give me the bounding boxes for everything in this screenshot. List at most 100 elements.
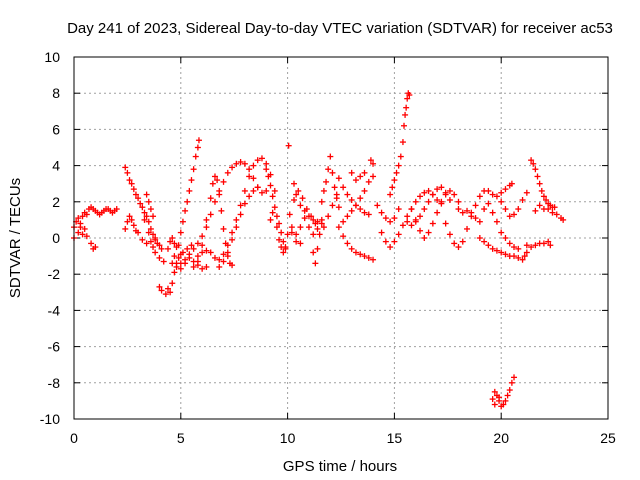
data-point (173, 263, 180, 270)
data-point (511, 253, 518, 260)
data-point (532, 242, 539, 249)
data-point (79, 231, 86, 238)
data-point (246, 193, 253, 200)
data-point (199, 242, 206, 249)
data-point (233, 224, 240, 231)
data-point (323, 178, 330, 185)
data-point (404, 213, 411, 220)
data-point (361, 169, 368, 176)
data-point (540, 240, 547, 247)
data-point (523, 189, 530, 196)
data-point (246, 173, 253, 180)
data-point (481, 238, 488, 245)
data-point (233, 216, 240, 223)
data-point (171, 269, 178, 276)
data-point (468, 209, 475, 216)
data-point (175, 242, 182, 249)
data-point (438, 184, 445, 191)
data-point (459, 209, 466, 216)
data-point (171, 253, 178, 260)
data-point (446, 196, 453, 203)
data-point (434, 186, 441, 193)
data-point (455, 244, 462, 251)
data-series (71, 90, 567, 410)
data-point (314, 245, 321, 252)
data-point (472, 215, 479, 222)
data-point (241, 187, 248, 194)
data-point (211, 173, 218, 180)
data-point (194, 262, 201, 269)
data-point (434, 196, 441, 203)
data-point (519, 256, 526, 263)
data-point (408, 206, 415, 213)
data-point (493, 247, 500, 254)
data-point (538, 187, 545, 194)
data-point (459, 238, 466, 245)
data-point (186, 187, 193, 194)
data-point (508, 180, 515, 187)
data-point (162, 291, 169, 298)
data-point (536, 180, 543, 187)
data-point (530, 160, 537, 167)
data-point (391, 238, 398, 245)
data-point (485, 242, 492, 249)
data-point (515, 254, 522, 261)
y-tick-label: 0 (52, 230, 60, 246)
data-point (135, 229, 142, 236)
data-point (451, 240, 458, 247)
data-point (128, 216, 135, 223)
data-point (229, 236, 236, 243)
data-point (216, 256, 223, 263)
data-point (382, 215, 389, 222)
data-point (329, 202, 336, 209)
data-point (147, 225, 154, 232)
x-axis-label: GPS time / hours (283, 458, 397, 475)
data-point (395, 162, 402, 169)
x-tick-label: 0 (70, 430, 78, 446)
data-point (186, 254, 193, 261)
data-point (365, 254, 372, 261)
data-point (340, 184, 347, 191)
data-point (218, 207, 225, 214)
data-point (498, 189, 505, 196)
data-point (203, 263, 210, 270)
data-point (429, 220, 436, 227)
y-tick-label: 4 (52, 158, 60, 174)
data-point (481, 206, 488, 213)
data-point (397, 153, 404, 160)
data-point (141, 216, 148, 223)
data-point (237, 158, 244, 165)
data-point (143, 213, 150, 220)
data-point (88, 240, 95, 247)
data-point (553, 211, 560, 218)
data-point (340, 233, 347, 240)
data-point (126, 177, 133, 184)
data-point (241, 160, 248, 167)
data-point (297, 202, 304, 209)
data-point (288, 224, 295, 231)
data-point (267, 182, 274, 189)
data-point (190, 258, 197, 265)
data-point (506, 387, 513, 394)
x-tick-label: 15 (387, 430, 403, 446)
data-point (451, 191, 458, 198)
y-tick-label: -2 (48, 266, 61, 282)
data-point (273, 224, 280, 231)
data-point (203, 224, 210, 231)
data-point (156, 283, 163, 290)
data-point (446, 187, 453, 194)
data-point (491, 388, 498, 395)
data-point (523, 249, 530, 256)
data-point (75, 215, 82, 222)
data-point (152, 235, 159, 241)
data-point (365, 178, 372, 185)
data-point (216, 263, 223, 270)
data-point (171, 240, 178, 247)
data-point (442, 220, 449, 227)
data-point (184, 198, 191, 205)
data-point (378, 229, 385, 236)
data-point (511, 374, 518, 381)
data-point (348, 196, 355, 203)
data-point (348, 169, 355, 176)
data-point (246, 166, 253, 173)
